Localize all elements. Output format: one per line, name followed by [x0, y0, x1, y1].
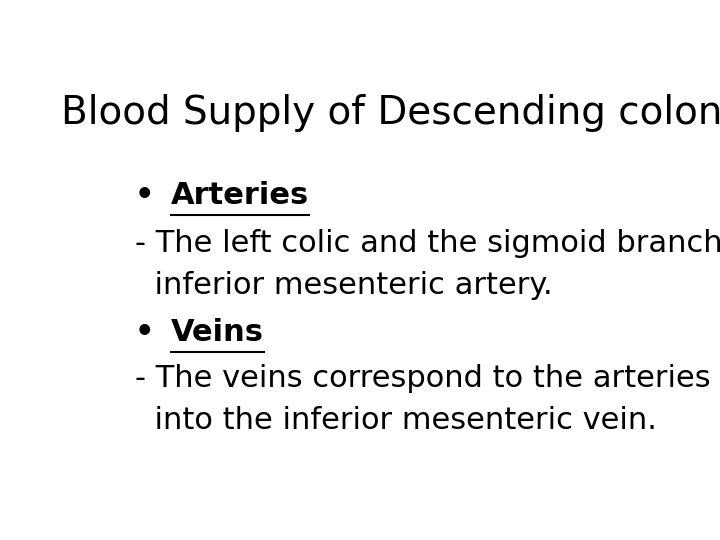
Text: Veins: Veins — [171, 319, 264, 347]
Text: •: • — [135, 181, 176, 210]
Text: - The left colic and the sigmoid branches of the: - The left colic and the sigmoid branche… — [135, 229, 720, 258]
Text: inferior mesenteric artery.: inferior mesenteric artery. — [135, 271, 552, 300]
Text: into the inferior mesenteric vein.: into the inferior mesenteric vein. — [135, 406, 657, 435]
Text: •: • — [135, 319, 176, 347]
Text: Blood Supply of Descending colon: Blood Supply of Descending colon — [60, 94, 720, 132]
Text: - The veins correspond to the arteries    drain: - The veins correspond to the arteries d… — [135, 364, 720, 393]
Text: Arteries: Arteries — [171, 181, 309, 210]
